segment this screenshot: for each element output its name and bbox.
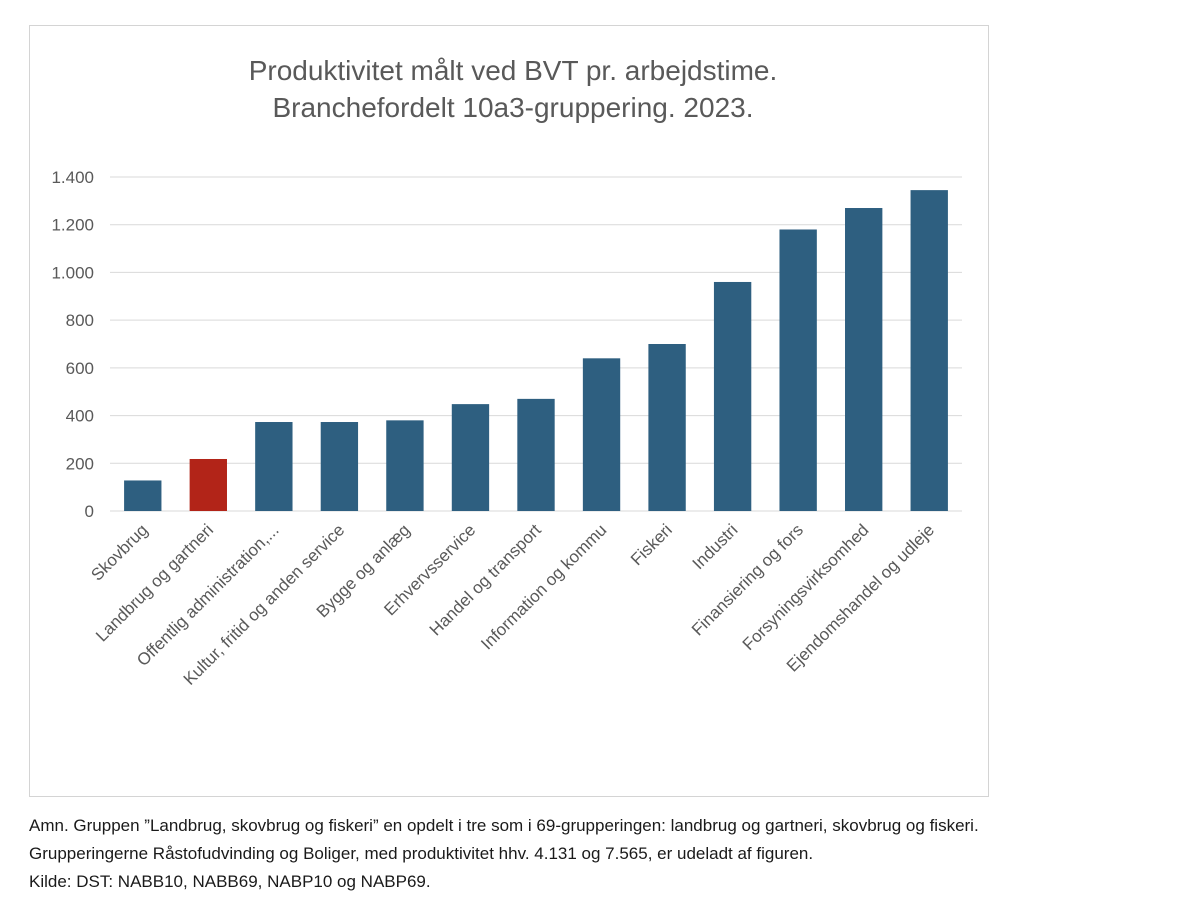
note-amn: Amn. Gruppen ”Landbrug, skovbrug og fisk…	[29, 816, 979, 835]
y-tick-label: 1.000	[51, 263, 94, 282]
x-category-label: Industri	[689, 520, 742, 573]
y-axis-ticks: 0 200 400 600 800 1.000 1.200 1.400	[51, 168, 94, 521]
bar	[255, 422, 293, 511]
x-category-label: Handel og transport	[426, 520, 545, 639]
y-tick-label: 1.400	[51, 168, 94, 187]
y-tick-label: 200	[66, 454, 94, 473]
y-tick-label: 400	[66, 407, 94, 426]
bar	[648, 344, 686, 511]
bar	[320, 422, 359, 511]
bar	[713, 281, 752, 511]
chart-notes: Amn. Gruppen ”Landbrug, skovbrug og fisk…	[29, 812, 1189, 896]
x-category-label: Forsyningsvirksomhed	[739, 520, 873, 654]
chart-frame: Produktivitet målt ved BVT pr. arbejdsti…	[29, 25, 989, 797]
x-category-label: Finansiering og fors	[688, 520, 807, 639]
bar	[517, 398, 555, 511]
bar	[124, 480, 162, 511]
x-category-label: Landbrug og gartneri	[92, 520, 217, 645]
bar	[845, 208, 883, 511]
y-tick-label: 0	[85, 502, 94, 521]
bar	[189, 458, 227, 511]
y-tick-label: 800	[66, 311, 94, 330]
bar	[779, 229, 817, 511]
y-tick-label: 600	[66, 359, 94, 378]
bar	[386, 420, 424, 511]
bar-chart: Produktivitet målt ved BVT pr. arbejdsti…	[51, 55, 962, 689]
bar	[582, 358, 621, 511]
chart-title-line-1: Produktivitet målt ved BVT pr. arbejdsti…	[249, 55, 778, 86]
y-tick-label: 1.200	[51, 216, 94, 235]
chart-title-line-2: Branchefordelt 10a3-gruppering. 2023.	[272, 92, 753, 123]
note-source: Kilde: DST: NABB10, NABB69, NABP10 og NA…	[29, 872, 431, 891]
note-omitted-groups: Grupperingerne Råstofudvinding og Bolige…	[29, 844, 814, 863]
x-category-label: Skovbrug	[87, 520, 151, 584]
bars	[124, 190, 948, 511]
x-category-label: Information og kommu	[477, 520, 610, 653]
bar	[910, 190, 948, 511]
bar	[451, 404, 490, 511]
x-category-label: Fiskeri	[627, 520, 676, 569]
